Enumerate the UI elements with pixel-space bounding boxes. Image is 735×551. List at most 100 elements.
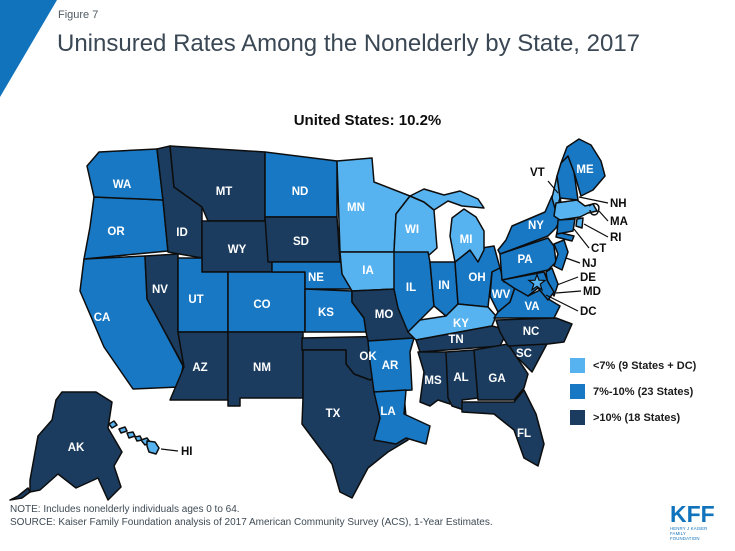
state-HI [108,420,118,429]
state-label-NY: NY [528,220,544,232]
us-rate-annotation: United States: 10.2% [293,112,442,129]
state-MD [501,271,555,301]
state-label-AR: AR [382,360,399,372]
callout-line-MD [555,290,582,294]
state-AK [9,487,31,501]
state-label-UT: UT [188,294,203,306]
callout-line-VT [547,180,559,194]
state-label-TX: TX [326,408,341,420]
state-label-TN: TN [448,334,463,346]
state-RI [575,217,584,229]
state-label-WI: WI [405,224,419,236]
state-label-NV: NV [152,284,168,296]
state-label-SC: SC [516,348,532,360]
state-WA [86,148,164,201]
kff-logo-subtext: HENRY J KAISER FAMILY FOUNDATION [670,527,708,542]
legend-item-medium: 7%-10% (23 States) [570,384,696,399]
note-text: NOTE: Includes nonelderly individuals ag… [10,504,240,515]
state-NC [495,317,573,347]
callout-label-DE: DE [580,272,596,284]
state-label-IN: IN [438,280,450,292]
state-label-ME: ME [576,164,594,176]
state-label-LA: LA [380,406,395,418]
state-label-MO: MO [375,309,394,321]
state-label-NM: NM [253,362,271,374]
legend-item-dark: >10% (18 States) [570,410,696,425]
state-label-WY: WY [228,244,247,256]
legend-swatch-light [570,358,585,373]
callout-label-HI: HI [181,446,193,458]
state-label-IL: IL [406,282,416,294]
state-LA [373,389,431,445]
state-label-KY: KY [453,318,469,330]
state-ME [560,138,606,197]
state-CT [556,218,576,235]
cape-cod-outline [588,203,600,216]
state-HI [118,426,128,434]
page-title: Uninsured Rates Among the Nonelderly by … [57,30,641,57]
callout-line-RI [583,223,609,238]
dc-star-marker [527,272,547,292]
state-label-GA: GA [488,373,505,385]
callout-label-VT: VT [530,167,545,179]
kff-logo-text: KFF [670,501,715,527]
state-label-CO: CO [253,299,270,311]
state-label-WA: WA [113,179,132,191]
callout-line-MA [598,210,609,222]
state-MI [449,208,485,263]
state-label-ND: ND [292,186,309,198]
figure-label: Figure 7 [58,9,99,21]
state-label-SD: SD [293,236,309,248]
state-HI [126,431,136,439]
state-label-WV: WV [492,289,511,301]
legend-swatch-dark [570,410,585,425]
source-text: SOURCE: Kaiser Family Foundation analysi… [10,517,493,528]
callout-label-RI: RI [610,232,622,244]
callout-line-NJ [565,257,581,264]
legend-label: >10% (18 States) [593,411,681,424]
legend-item-light: <7% (9 States + DC) [570,358,696,373]
legend-swatch-medium [570,384,585,399]
state-label-NC: NC [523,326,540,338]
state-label-CA: CA [94,312,111,324]
state-NM [227,331,304,407]
state-label-IA: IA [362,265,374,277]
state-label-PA: PA [517,254,532,266]
legend-label: <7% (9 States + DC) [593,359,697,372]
state-label-OH: OH [468,272,485,284]
state-label-ID: ID [176,227,188,239]
state-label-MS: MS [424,375,442,387]
state-AZ [169,331,229,401]
callout-line-NH [578,196,609,204]
map-legend: <7% (9 States + DC) 7%-10% (23 States) >… [570,358,696,436]
callout-label-CT: CT [591,243,606,255]
state-label-AZ: AZ [192,362,207,374]
state-label-VA: VA [524,301,539,313]
state-MI [409,188,485,211]
state-OR [83,196,169,260]
callout-label-MD: MD [583,286,601,298]
legend-label: 7%-10% (23 States) [593,385,694,398]
state-label-KS: KS [318,307,334,319]
state-label-MN: MN [347,202,365,214]
state-ND [264,151,338,218]
state-label-MT: MT [216,186,233,198]
state-label-AK: AK [68,442,85,454]
state-FL [461,389,545,467]
callout-line-CT [573,228,590,249]
state-label-MI: MI [460,234,473,246]
callout-label-DC: DC [580,306,597,318]
callout-line-DE [556,276,579,286]
state-label-OK: OK [359,351,377,363]
callout-line-DC [545,294,579,312]
callout-label-MA: MA [610,216,628,228]
state-HI [146,440,160,455]
kff-logo: KFF HENRY J KAISER FAMILY FOUNDATION [670,503,735,548]
state-NY [555,231,575,242]
state-label-AL: AL [453,372,468,384]
state-MA [553,199,598,221]
callout-label-NH: NH [610,198,627,210]
callout-line-HI [160,448,179,452]
